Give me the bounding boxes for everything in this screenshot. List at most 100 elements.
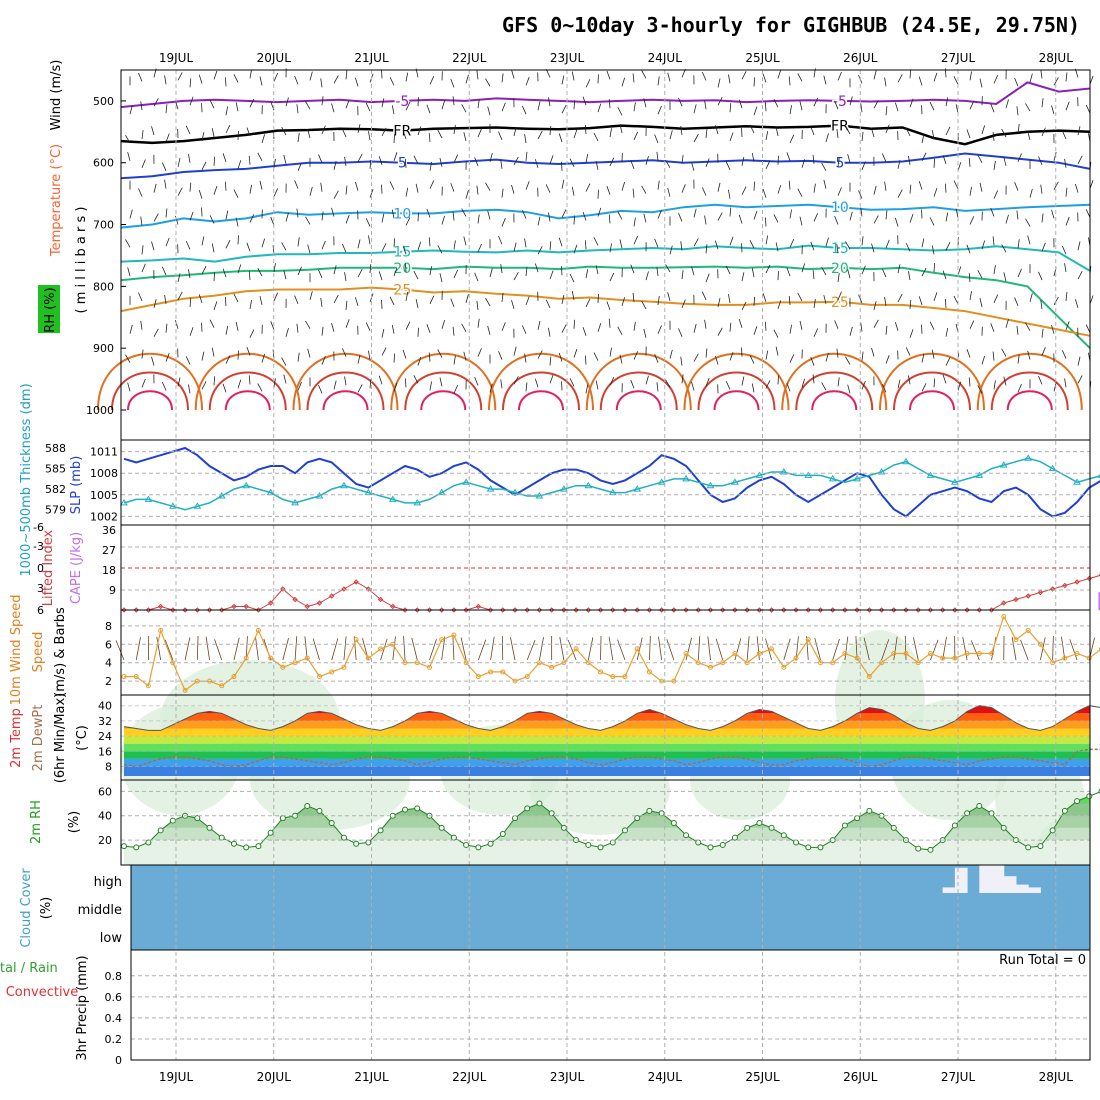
wind-barb xyxy=(1038,375,1043,385)
temp-contour-low xyxy=(224,390,271,411)
wind-barb xyxy=(1077,126,1081,136)
wind-barb xyxy=(765,160,771,169)
wind-barb xyxy=(632,188,635,198)
wind-barb xyxy=(402,245,407,255)
wind-barb xyxy=(537,350,543,359)
wind10m-barb xyxy=(881,639,890,661)
wind-barb xyxy=(426,324,431,333)
wind-barb xyxy=(201,265,207,275)
wind-barb xyxy=(417,356,422,366)
day-label-bottom: 24JUL xyxy=(648,1070,683,1084)
wind-barb xyxy=(885,106,888,116)
wind-barb xyxy=(606,70,611,80)
slp-tick: 1011 xyxy=(90,446,118,459)
wind-barb xyxy=(249,214,255,223)
wind-barb xyxy=(321,356,326,365)
wind-barb xyxy=(861,380,866,390)
wind-barb xyxy=(549,374,554,384)
wind-barb xyxy=(871,243,875,253)
wind-barb xyxy=(393,353,396,363)
wind-barb xyxy=(225,210,229,220)
wind-barb xyxy=(333,380,337,390)
wind-barb xyxy=(1065,72,1068,82)
wind10m-barb xyxy=(1020,639,1029,661)
thickness-marker xyxy=(682,474,690,482)
wind-barb xyxy=(933,158,936,168)
ua-tick-label: 500 xyxy=(93,95,114,108)
wind-barb xyxy=(189,297,192,307)
wind-barb xyxy=(1005,99,1009,109)
wind-barb xyxy=(678,328,683,337)
wind-barb xyxy=(548,327,551,337)
wind-barb xyxy=(885,124,890,134)
ua-tick-label: 1000 xyxy=(86,404,114,417)
wind-barb xyxy=(309,71,313,81)
wind-barb xyxy=(609,128,612,138)
rh-marker xyxy=(536,800,543,807)
wind-barb xyxy=(680,356,683,366)
thickness-marker xyxy=(877,468,886,475)
rh-marker xyxy=(646,807,653,814)
thickness-tick: 588 xyxy=(45,442,66,455)
wind-barb xyxy=(617,326,623,335)
thickness-marker xyxy=(804,471,813,478)
rh-legend-swatch xyxy=(38,285,60,333)
wind-barb xyxy=(177,187,183,196)
wind-barb xyxy=(810,126,815,136)
wind-barb xyxy=(224,296,227,306)
wind-barb xyxy=(233,74,239,83)
wind-barb xyxy=(296,323,299,333)
wind-barb xyxy=(945,212,949,222)
wind10m-barb xyxy=(294,636,298,661)
wind-barb xyxy=(249,98,255,108)
wind-barb xyxy=(931,349,935,359)
wind-barb xyxy=(321,240,326,250)
wind-barb xyxy=(609,157,615,166)
wind-barb xyxy=(656,151,659,161)
wind-barb xyxy=(1038,271,1043,281)
wind-barb xyxy=(921,383,927,392)
lifted-index-marker xyxy=(1062,582,1068,589)
wind-barb xyxy=(992,236,995,246)
wind-barb xyxy=(942,374,947,384)
wind-barb xyxy=(632,292,635,302)
rh-marker xyxy=(597,844,604,851)
wind-barb xyxy=(177,377,181,387)
wind-barb xyxy=(1017,354,1020,364)
wind-barb xyxy=(465,74,469,84)
temp-ylabel-1: 2m Temp xyxy=(9,708,24,768)
wind-barb xyxy=(365,218,371,227)
wind-barb xyxy=(476,300,479,310)
wind-barb xyxy=(1077,270,1083,280)
wind-barb xyxy=(858,190,863,199)
wind-barb xyxy=(630,379,635,389)
wind-barb xyxy=(789,324,792,334)
rh-marker xyxy=(658,810,665,817)
wind-barb xyxy=(621,77,626,87)
wind-barb xyxy=(741,156,745,166)
wind-barb xyxy=(1041,213,1044,223)
wind10m-marker xyxy=(952,655,958,661)
wind-barb xyxy=(189,211,194,221)
wind-barb xyxy=(249,299,252,309)
temp-ylabel-3: (6hr Min/Max) xyxy=(53,693,68,783)
wind-barb xyxy=(669,245,673,255)
wind10m-marker xyxy=(304,655,310,661)
wind-barb xyxy=(225,325,229,335)
thickness-marker xyxy=(1048,464,1057,472)
wind-barb xyxy=(189,327,194,336)
wind-barb xyxy=(307,348,311,358)
wind-barb xyxy=(1017,383,1022,393)
wind-barb xyxy=(966,244,971,254)
wind-barb xyxy=(461,323,467,332)
wind-barb xyxy=(897,74,903,83)
rh-marker xyxy=(463,841,470,848)
wind-barb xyxy=(281,357,287,366)
wind-barb xyxy=(439,273,443,283)
wind-barb xyxy=(1064,158,1067,168)
wind-barb xyxy=(992,132,995,142)
wind-barb xyxy=(153,328,159,337)
wind-barb xyxy=(969,320,975,329)
wind-barb xyxy=(921,353,925,363)
ua-ylabel-wind: Wind (m/s) xyxy=(49,60,64,131)
